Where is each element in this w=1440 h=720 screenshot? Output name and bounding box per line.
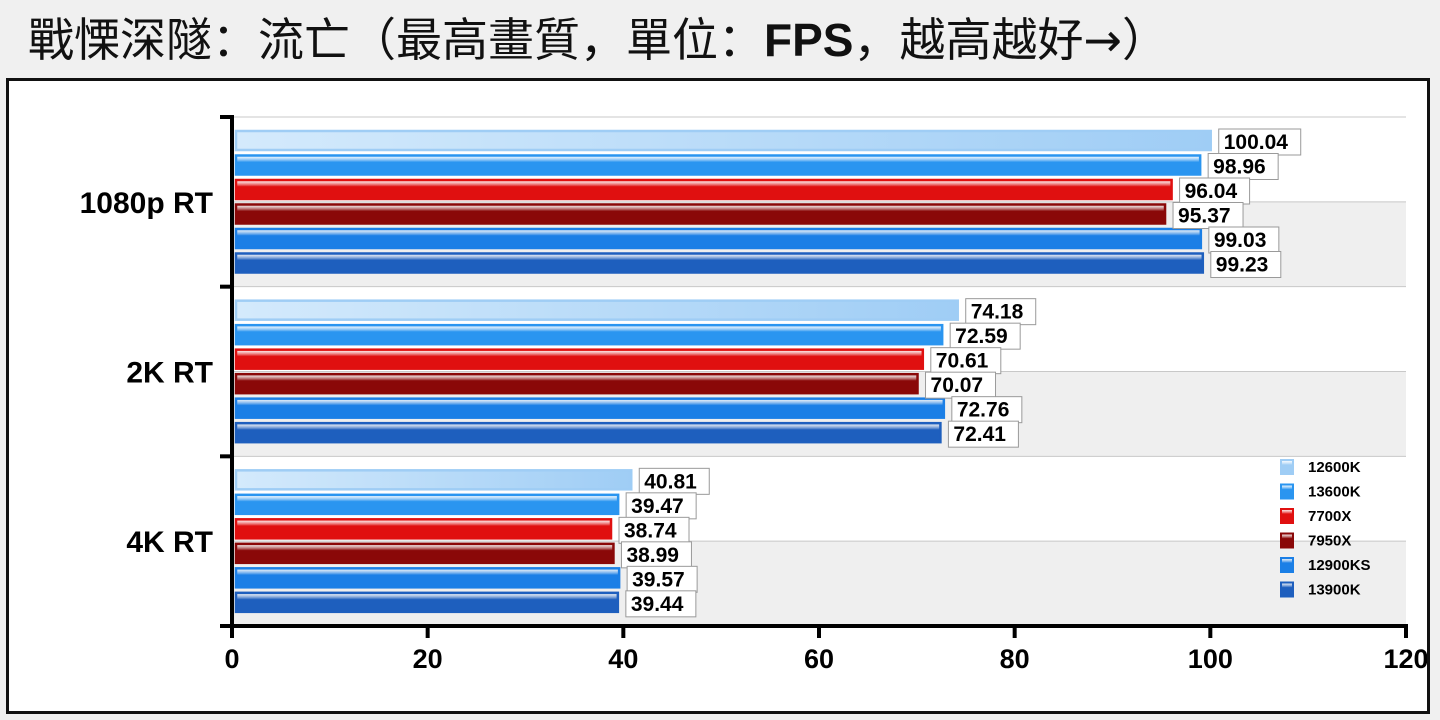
legend-swatch-13900k — [1280, 581, 1294, 598]
bar-4k-rt-13600k — [234, 493, 620, 516]
legend-swatch-7700x — [1280, 508, 1294, 524]
x-tick-label: 100 — [1188, 644, 1233, 674]
x-tick-label: 20 — [413, 644, 443, 674]
value-label-4k-rt-13900k: 39.44 — [631, 593, 684, 616]
value-label-box — [949, 322, 1021, 350]
legend: 12600K 13600K 7700X 7950X 12900KS 13900K — [1280, 459, 1371, 599]
bar-1080p-rt-12600k — [234, 129, 1212, 152]
bar-2k-rt-13900k — [234, 421, 942, 444]
bar-1080p-rt-7950x — [234, 203, 1167, 225]
legend-label-13900k: 13900K — [1308, 582, 1361, 599]
value-label-box — [947, 420, 1019, 448]
value-label-2k-rt-7700x: 70.61 — [936, 350, 989, 373]
value-label-box — [620, 541, 692, 569]
category-label-1080p-rt: 1080p RT — [80, 187, 213, 220]
chart-frame: 100.04 98.96 96.04 95.37 99.03 99.23 74.18 72.5… — [6, 78, 1430, 714]
x-tick-label: 60 — [804, 644, 834, 674]
legend-label-12900ks: 12900KS — [1308, 557, 1371, 574]
value-label-box — [625, 590, 697, 618]
value-label-box — [1207, 153, 1279, 180]
bar-4k-rt-12900ks — [234, 567, 621, 589]
bar-2k-rt-7700x — [234, 348, 925, 370]
legend-label-7700x: 7700X — [1308, 508, 1351, 525]
value-label-box — [638, 467, 710, 495]
bar-2k-rt-12600k — [234, 299, 959, 321]
value-label-4k-rt-7950x: 38.99 — [626, 544, 679, 567]
legend-label-7950x: 7950X — [1308, 533, 1351, 550]
legend-swatch-12900ks — [1280, 557, 1294, 573]
value-label-box — [626, 565, 698, 593]
chart-title-part2: ，越高越好→） — [853, 13, 1169, 67]
value-label-box — [951, 396, 1023, 424]
x-tick-label: 0 — [224, 644, 239, 674]
value-label-box — [1210, 251, 1282, 278]
legend-swatch-7950x — [1280, 532, 1294, 549]
x-tick-label: 40 — [608, 644, 638, 674]
value-label-box — [925, 371, 997, 399]
value-label-1080p-rt-7700x: 96.04 — [1185, 180, 1238, 203]
legend-label-13600k: 13600K — [1308, 484, 1361, 501]
chart-title-part1: 戰慄深隧：流亡（最高畫質，單位： — [28, 13, 764, 67]
value-label-box — [1179, 177, 1251, 205]
value-label-2k-rt-13900k: 72.41 — [953, 423, 1006, 446]
value-label-1080p-rt-7950x: 95.37 — [1178, 205, 1231, 228]
value-label-4k-rt-12600k: 40.81 — [644, 470, 697, 493]
bar-1080p-rt-13600k — [234, 154, 1202, 176]
bar-2k-rt-13600k — [234, 323, 944, 346]
value-label-1080p-rt-12900ks: 99.03 — [1214, 229, 1267, 252]
category-label-2k-rt: 2K RT — [126, 357, 213, 390]
value-label-1080p-rt-13600k: 98.96 — [1213, 156, 1266, 179]
bar-2k-rt-7950x — [234, 372, 919, 395]
x-tick-label: 80 — [1000, 644, 1030, 674]
category-label-4k-rt: 4K RT — [126, 526, 213, 559]
value-label-1080p-rt-12600k: 100.04 — [1224, 131, 1289, 154]
bar-1080p-rt-13900k — [234, 252, 1205, 274]
chart-title: 戰慄深隧：流亡（最高畫質，單位：FPS，越高越好→） — [28, 4, 1168, 76]
value-label-box — [625, 492, 697, 520]
value-label-box — [618, 516, 690, 544]
value-label-2k-rt-13600k: 72.59 — [955, 325, 1008, 348]
x-tick-label: 120 — [1383, 644, 1427, 674]
bar-1080p-rt-7700x — [234, 178, 1173, 201]
legend-swatch-13600k — [1280, 483, 1294, 500]
value-label-4k-rt-12900ks: 39.57 — [632, 568, 685, 591]
value-label-2k-rt-7950x: 70.07 — [931, 374, 984, 397]
bar-2k-rt-12900ks — [234, 397, 946, 419]
value-label-box — [1218, 128, 1302, 156]
value-label-1080p-rt-13900k: 99.23 — [1216, 254, 1269, 277]
bar-4k-rt-7950x — [234, 542, 615, 565]
bar-1080p-rt-12900ks — [234, 227, 1203, 250]
value-label-4k-rt-13600k: 39.47 — [631, 495, 684, 518]
chart-title-unit: FPS — [764, 14, 854, 66]
bar-4k-rt-7700x — [234, 518, 613, 540]
value-label-2k-rt-12900ks: 72.76 — [957, 399, 1010, 422]
bar-4k-rt-13900k — [234, 591, 620, 614]
legend-label-12600k: 12600K — [1308, 459, 1361, 476]
value-label-box — [1172, 202, 1244, 229]
bar-4k-rt-12600k — [234, 469, 633, 491]
value-label-box — [930, 347, 1002, 375]
value-label-box — [965, 298, 1037, 326]
legend-swatch-12600k — [1280, 459, 1294, 475]
value-label-2k-rt-12600k: 74.18 — [971, 301, 1024, 324]
value-label-4k-rt-7700x: 38.74 — [624, 519, 677, 542]
